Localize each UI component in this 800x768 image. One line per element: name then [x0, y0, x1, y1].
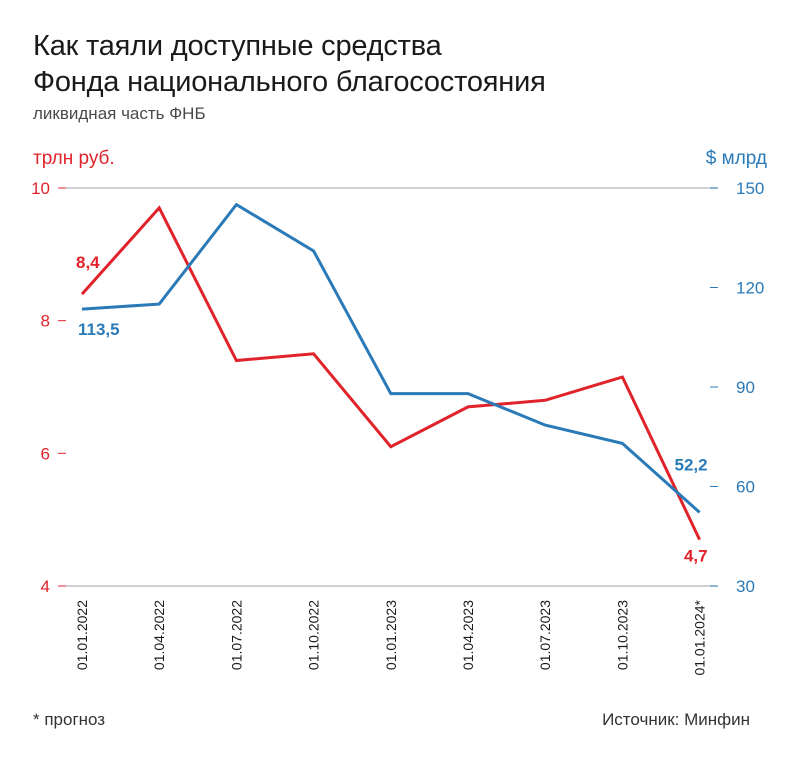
data-label-rub-end: 4,7: [684, 547, 708, 566]
chart-subtitle: ликвидная часть ФНБ: [33, 104, 206, 123]
left-axis-tick-label: 4: [41, 577, 50, 596]
x-axis-tick-label: 01.04.2023: [460, 600, 476, 670]
right-axis-tick-label: 60: [736, 478, 755, 497]
x-axis-tick-label: 01.07.2023: [537, 600, 553, 670]
x-axis-tick-label: 01.01.2022: [74, 600, 90, 670]
chart-title-line-2: Фонда национального благосостояния: [33, 66, 546, 98]
right-axis-unit-label: $ млрд: [705, 148, 767, 169]
right-axis-tick-label: 120: [736, 279, 764, 298]
left-axis-unit-label: трлн руб.: [33, 148, 115, 169]
right-axis-tick-label: 150: [736, 179, 764, 198]
source-note: Источник: Минфин: [602, 710, 750, 729]
left-axis-tick-label: 8: [41, 312, 50, 331]
chart-title-line-1: Как таяли доступные средства: [33, 30, 442, 62]
x-axis-tick-label: 01.04.2022: [151, 600, 167, 670]
right-axis-tick-label: 90: [736, 378, 755, 397]
left-axis-tick-label: 6: [41, 444, 50, 463]
chart-title: Как таяли доступные средства Фонда нацио…: [33, 28, 546, 100]
x-axis-tick-label: 01.07.2022: [228, 600, 244, 670]
x-axis-tick-label: 01.10.2023: [614, 600, 630, 670]
data-label-usd-start: 113,5: [78, 320, 120, 339]
series-line-rub: [80, 205, 701, 541]
x-axis-tick-label: 01.01.2023: [383, 600, 399, 670]
series-line-usd: [81, 202, 701, 514]
right-axis-tick-label: 30: [736, 577, 755, 596]
data-label-usd-end: 52,2: [675, 455, 708, 474]
left-axis-tick-label: 10: [31, 179, 50, 198]
data-label-rub-start: 8,4: [76, 253, 100, 272]
x-axis-tick-label: 01.10.2022: [306, 600, 322, 670]
x-axis-tick-label: 01.01.2024*: [692, 599, 708, 675]
footnote: * прогноз: [33, 710, 106, 729]
